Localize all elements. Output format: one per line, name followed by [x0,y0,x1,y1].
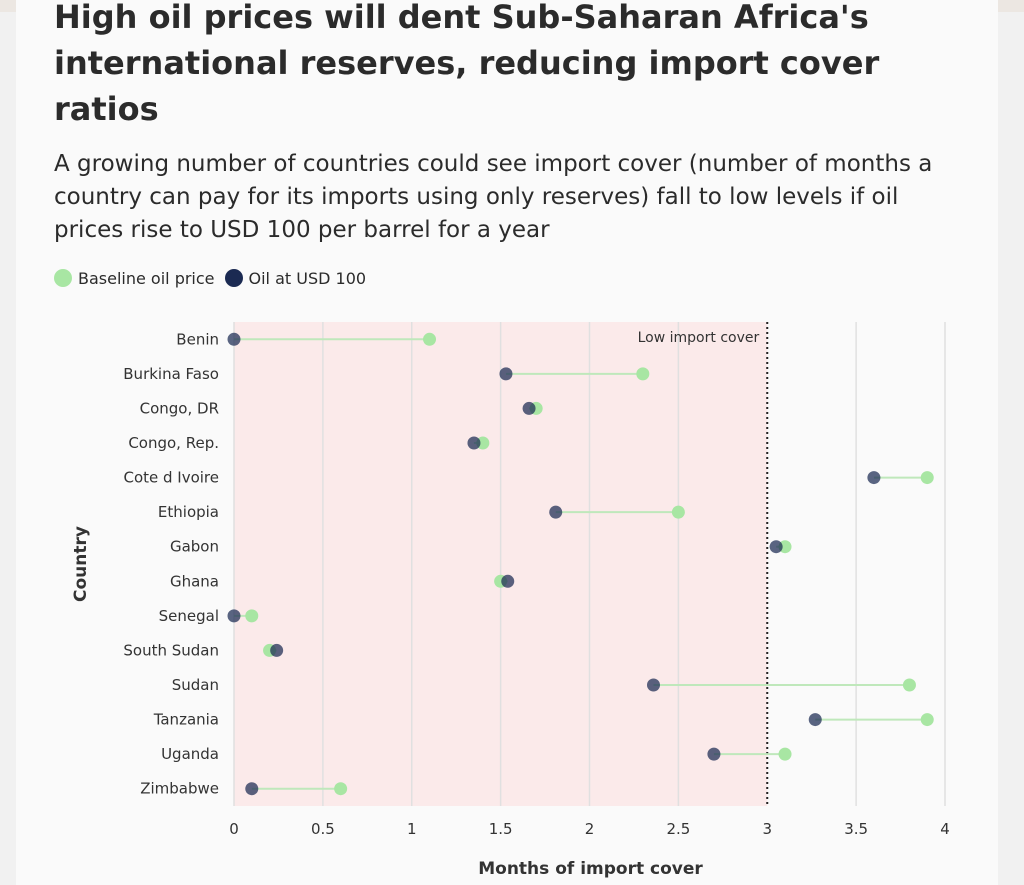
x-tick-label: 3.5 [844,820,868,838]
y-tick-label: South Sudan [123,641,219,659]
baseline-point [671,505,685,519]
oil100-point [467,436,481,450]
oil100-point [227,332,241,346]
oil100-point [808,713,822,727]
y-tick-label: Burkina Faso [123,365,219,383]
oil100-point [867,471,881,485]
legend-swatch-baseline [54,269,72,287]
oil100-point [769,540,783,554]
oil100-point [522,401,536,415]
oil100-point [549,505,563,519]
y-tick-label: Sudan [172,676,219,694]
x-tick-label: 0.5 [311,820,335,838]
oil100-point [245,782,259,796]
chart-title: High oil prices will dent Sub-Saharan Af… [54,0,880,128]
oil100-point [227,609,241,623]
x-tick-label: 1.5 [489,820,513,838]
y-tick-label: Uganda [161,745,219,763]
y-tick-label: Zimbabwe [140,780,219,798]
y-tick-label: Congo, Rep. [128,434,219,452]
y-tick-label: Gabon [170,538,219,556]
y-tick-label: Cote d Ivoire [123,469,219,487]
chart-subtitle: A growing number of countries could see … [54,151,933,243]
x-tick-label: 4 [940,820,950,838]
x-tick-label: 0 [229,820,239,838]
baseline-point [476,436,490,450]
oil100-point [501,574,515,588]
threshold-label: Low import cover [638,330,760,346]
baseline-point [920,713,934,727]
y-tick-label: Benin [176,330,219,348]
y-tick-label: Senegal [159,607,219,625]
x-tick-label: 2.5 [666,820,690,838]
oil100-point [499,367,513,381]
baseline-point [423,332,437,346]
oil100-point [270,643,284,657]
baseline-point [920,471,934,485]
baseline-point [245,609,259,623]
y-tick-label: Ethiopia [158,503,219,521]
x-tick-label: 2 [585,820,595,838]
baseline-point [778,747,792,761]
legend-item-baseline[interactable]: Baseline oil price [54,269,215,288]
y-tick-label: Congo, DR [140,399,219,417]
legend-item-oil100[interactable]: Oil at USD 100 [224,268,367,288]
baseline-point [636,367,650,381]
y-axis-title: Country [71,526,91,602]
baseline-point [778,540,792,554]
legend-swatch-oil100 [224,269,243,287]
baseline-point [334,782,348,796]
x-tick-label: 1 [407,820,417,838]
x-tick-label: 3 [762,820,772,838]
legend: Baseline oil price Oil at USD 100 [54,266,376,290]
oil100-point [646,678,660,692]
y-tick-label: Tanzania [153,711,219,729]
x-axis-title: Months of import cover [478,859,703,879]
legend-label-baseline: Baseline oil price [78,268,215,288]
legend-label-oil100: Oil at USD 100 [248,268,367,288]
baseline-point [902,678,916,692]
y-tick-label: Ghana [170,572,219,590]
oil100-point [707,747,721,761]
